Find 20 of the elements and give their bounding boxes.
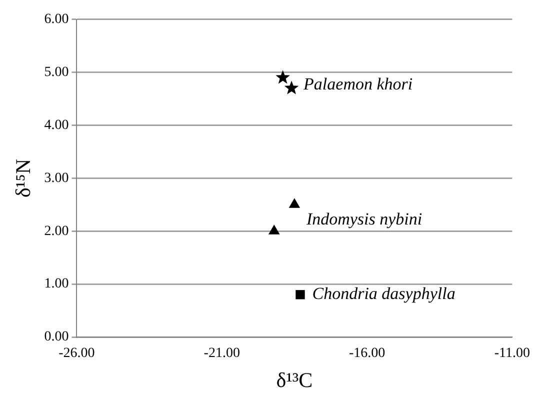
y-tick-label: 4.00 — [44, 118, 69, 133]
x-axis-title: δ¹³C — [276, 368, 313, 392]
series-label: Indomysis nybini — [305, 209, 422, 228]
y-tick-label: 0.00 — [44, 330, 69, 345]
y-tick-label: 5.00 — [44, 65, 69, 80]
point — [284, 80, 299, 94]
point — [268, 224, 280, 234]
y-tick-label: 1.00 — [44, 276, 69, 292]
x-tick-label: -11.00 — [494, 346, 530, 362]
point — [276, 70, 290, 84]
series-label: Palaemon khori — [302, 74, 413, 94]
x-tick-label: -26.00 — [58, 346, 95, 362]
y-axis-title: δ¹⁵N — [11, 158, 36, 198]
x-tick-label: -21.00 — [204, 346, 240, 362]
point — [288, 198, 300, 208]
series-label: Chondria dasyphylla — [312, 284, 456, 304]
y-tick-label: 6.00 — [44, 12, 69, 28]
y-tick-label: 2.00 — [44, 224, 69, 239]
x-tick-label: -16.00 — [348, 346, 386, 362]
y-tick-label: 3.00 — [44, 170, 69, 186]
